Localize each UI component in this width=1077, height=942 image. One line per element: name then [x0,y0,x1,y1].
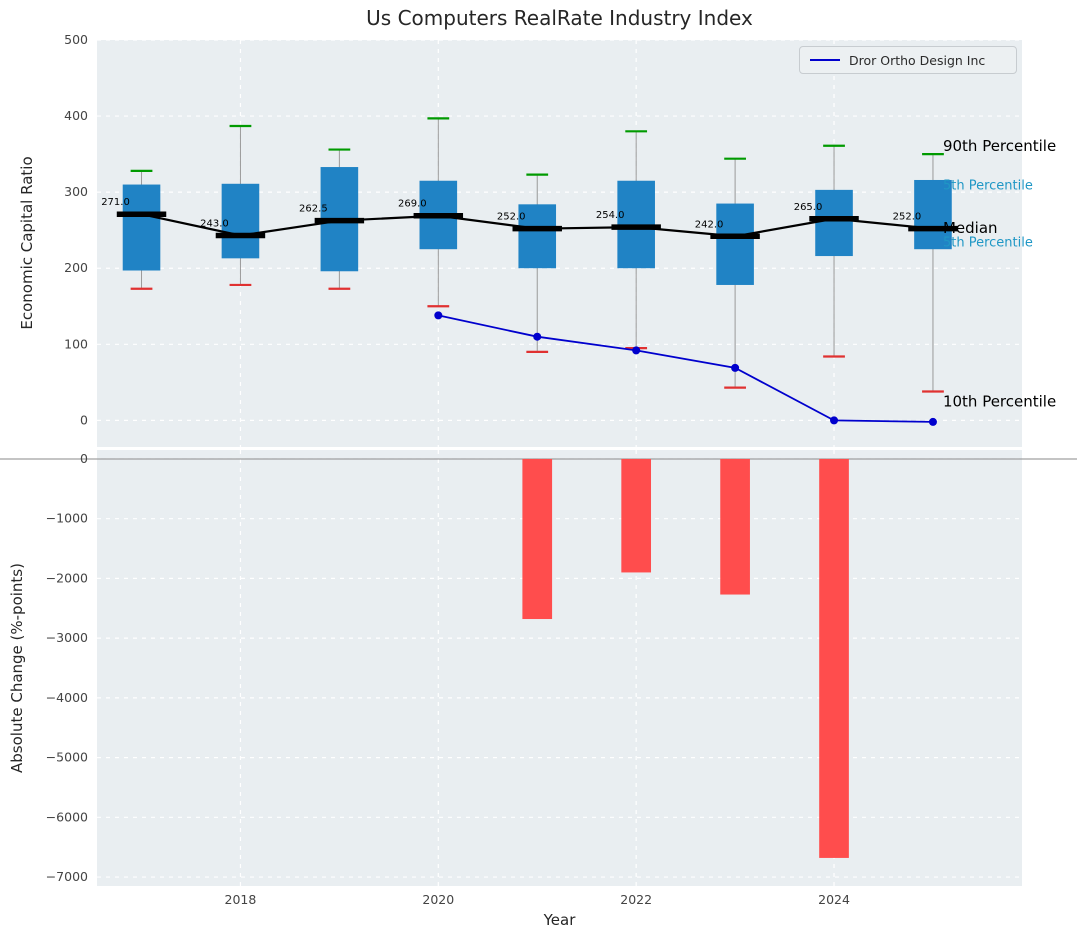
percentile-annotation: 5th Percentile [943,179,1033,194]
percentile-annotation: 5th Percentile [943,236,1033,251]
median-value-label: 269.0 [398,199,427,210]
change-bars [522,458,849,858]
company-point [533,332,542,341]
change-bar [720,458,750,595]
top-y-axis-label: Economic Capital Ratio [18,156,36,330]
y-tick-label: 200 [64,260,88,275]
y-tick-label: −4000 [46,690,88,705]
legend-line-swatch [810,59,840,61]
percentile-annotation: 10th Percentile [943,393,1056,411]
bottom-plot-area [97,450,1022,886]
legend: Dror Ortho Design Inc [799,46,1017,74]
percentile-annotation: Median [943,219,998,237]
iqr-box [221,183,260,259]
x-axis-label: Year [543,911,576,929]
median-value-label: 262.5 [299,204,328,215]
iqr-box [716,203,754,285]
company-point [731,363,740,372]
iqr-box [815,189,853,257]
legend-label: Dror Ortho Design Inc [849,52,986,68]
y-tick-label: −1000 [46,511,88,526]
company-point [928,417,937,426]
y-tick-label: 100 [64,336,88,351]
tick-labels: 0 100 200 300 400 500 0 −1000 −2000 −3000 −4000 −50… [46,32,850,907]
x-tick-label: 2018 [225,892,257,907]
y-tick-label: −3000 [46,630,88,645]
median-value-label: 252.0 [497,212,526,223]
y-tick-label: 0 [80,412,88,427]
y-tick-label: −6000 [46,809,88,824]
median-value-label: 271.0 [101,197,130,208]
y-tick-label: 500 [64,32,88,47]
percentile-annotation: 90th Percentile [943,137,1056,155]
company-point [632,346,641,355]
x-tick-label: 2020 [422,892,454,907]
company-point [830,416,839,425]
median-value-label: 254.0 [596,210,625,221]
y-tick-label: 0 [80,451,88,466]
y-tick-label: 300 [64,184,88,199]
y-tick-label: 400 [64,108,88,123]
chart-title: Us Computers RealRate Industry Index [366,6,753,30]
boxplots: 271.0 243.0 262.5 269.0 252.0 254.0 242.0 265.0… [101,117,958,393]
median-value-label: 243.0 [200,219,229,230]
y-tick-label: −7000 [46,869,88,884]
bottom-y-axis-label: Absolute Change (%-points) [8,563,26,773]
change-bar [819,458,849,858]
y-tick-label: −2000 [46,570,88,585]
company-line [438,314,933,423]
iqr-box [914,179,952,250]
median-value-label: 252.0 [893,212,922,223]
median-value-label: 265.0 [794,202,823,213]
x-tick-label: 2024 [818,892,850,907]
company-point [434,311,443,320]
change-bar [522,458,553,620]
iqr-box [518,204,557,269]
x-tick-label: 2022 [620,892,652,907]
median-value-label: 242.0 [695,219,724,230]
iqr-box [122,184,161,271]
y-tick-label: −5000 [46,750,88,765]
change-bar [621,458,652,573]
